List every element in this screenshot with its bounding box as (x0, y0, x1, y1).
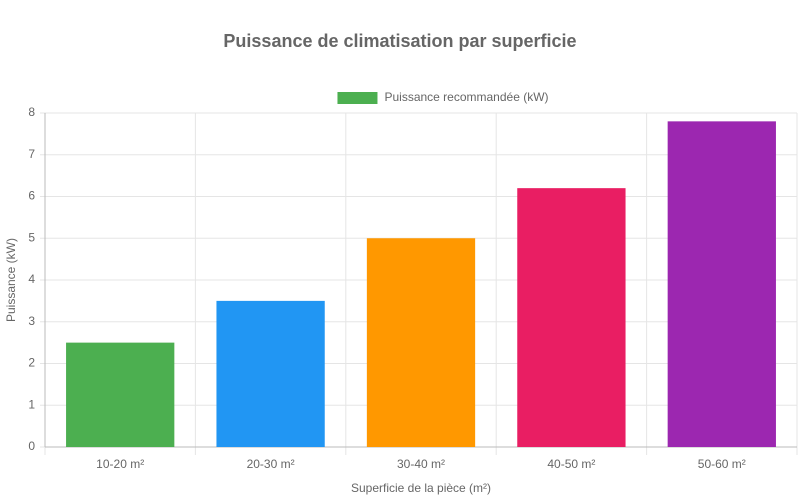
x-tick-label: 40-50 m² (547, 457, 595, 471)
y-tick-label: 3 (28, 314, 35, 328)
y-tick-label: 1 (28, 397, 35, 411)
bar (667, 121, 776, 447)
bar (366, 238, 476, 447)
y-tick-label: 4 (28, 272, 35, 286)
x-axis-label: Superficie de la pièce (m²) (351, 481, 491, 495)
legend-swatch (337, 92, 378, 104)
x-tick-label: 30-40 m² (397, 457, 445, 471)
y-tick-label: 0 (28, 439, 35, 453)
y-tick-label: 2 (28, 356, 35, 370)
x-tick-label: 10-20 m² (96, 457, 144, 471)
legend-label: Puissance recommandée (kW) (384, 90, 548, 104)
y-tick-label: 6 (28, 189, 35, 203)
chart-title: Puissance de climatisation par superfici… (223, 31, 576, 51)
y-tick-label: 5 (28, 230, 35, 244)
bar (66, 342, 175, 447)
bar (216, 300, 325, 447)
y-axis-label: Puissance (kW) (4, 238, 18, 322)
bar (517, 188, 626, 447)
x-tick-label: 20-30 m² (247, 457, 295, 471)
y-tick-label: 8 (28, 105, 35, 119)
y-tick-label: 7 (28, 147, 35, 161)
x-tick-label: 50-60 m² (698, 457, 746, 471)
